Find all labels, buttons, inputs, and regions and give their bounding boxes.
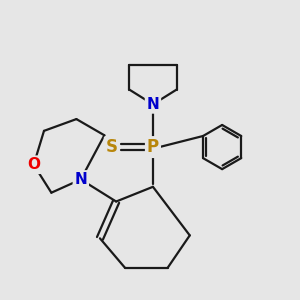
Text: P: P — [147, 138, 159, 156]
Text: N: N — [147, 97, 159, 112]
Text: O: O — [27, 157, 40, 172]
Text: N: N — [74, 172, 87, 187]
Text: S: S — [106, 138, 118, 156]
